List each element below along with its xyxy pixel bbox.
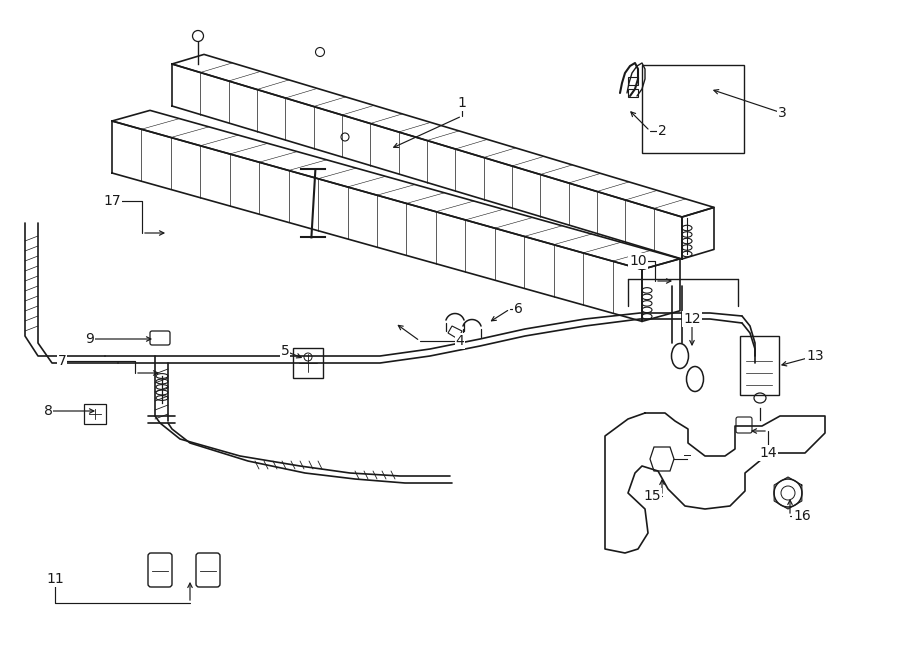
Text: 13: 13 <box>806 349 824 363</box>
FancyBboxPatch shape <box>150 331 170 345</box>
FancyBboxPatch shape <box>740 336 779 395</box>
Bar <box>628 89 638 97</box>
Text: 17: 17 <box>104 194 121 208</box>
Text: 3: 3 <box>778 106 787 120</box>
Text: 6: 6 <box>514 302 522 316</box>
Text: 7: 7 <box>58 354 67 368</box>
FancyBboxPatch shape <box>196 553 220 587</box>
Text: 14: 14 <box>760 446 777 460</box>
Text: 11: 11 <box>46 572 64 586</box>
FancyBboxPatch shape <box>84 404 106 424</box>
Text: 9: 9 <box>86 332 94 346</box>
Text: 2: 2 <box>658 124 666 138</box>
Text: 8: 8 <box>43 404 52 418</box>
Bar <box>642 65 744 153</box>
FancyBboxPatch shape <box>148 553 172 587</box>
Bar <box>628 77 638 85</box>
FancyBboxPatch shape <box>293 348 323 378</box>
Text: 5: 5 <box>281 344 290 358</box>
Text: 10: 10 <box>629 254 647 268</box>
Text: 15: 15 <box>644 489 661 503</box>
Text: 4: 4 <box>455 334 464 348</box>
Polygon shape <box>448 326 462 339</box>
Polygon shape <box>650 447 674 471</box>
Text: 16: 16 <box>793 509 811 523</box>
Text: 12: 12 <box>683 312 701 326</box>
Text: 1: 1 <box>457 96 466 110</box>
FancyBboxPatch shape <box>736 417 752 433</box>
